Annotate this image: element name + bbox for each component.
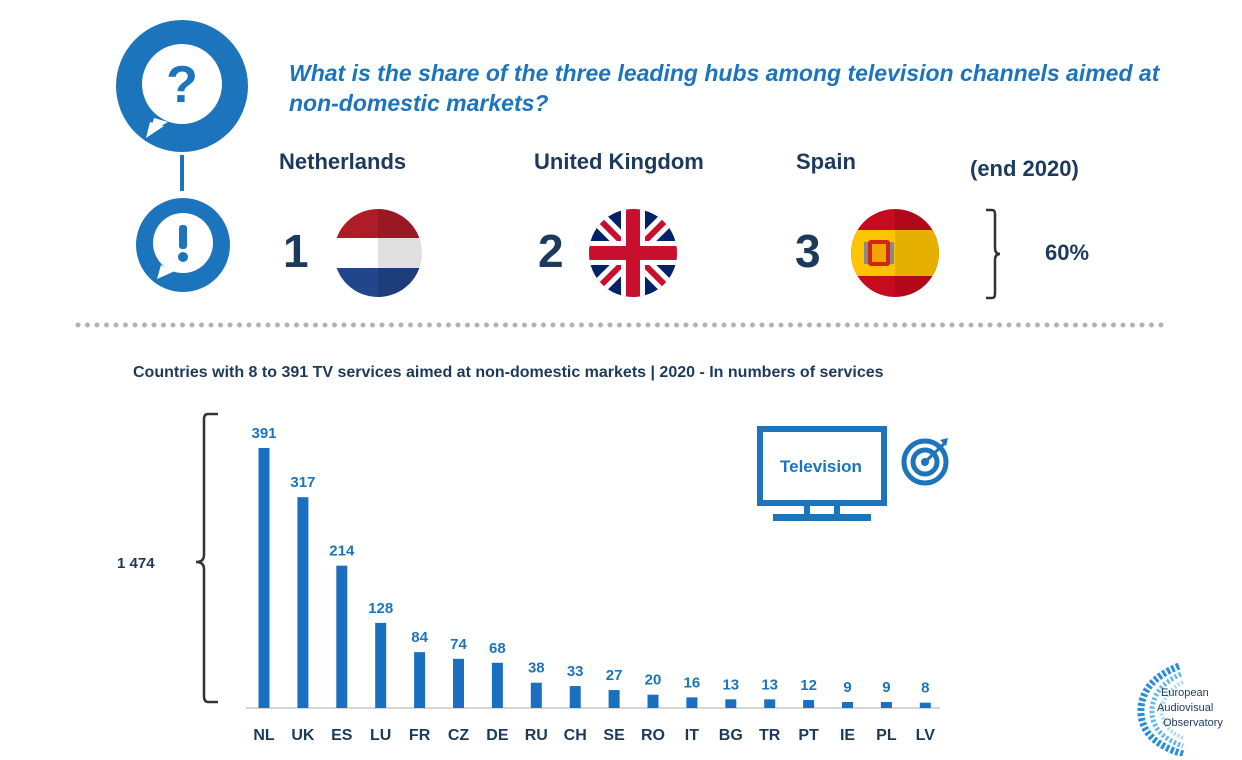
bar-fr bbox=[414, 652, 426, 708]
category-label-bg: BG bbox=[719, 727, 743, 744]
category-label-ch: CH bbox=[564, 727, 587, 744]
bar-pl bbox=[880, 702, 892, 708]
leader-country-2: United Kingdom bbox=[534, 149, 704, 174]
category-label-it: IT bbox=[685, 727, 699, 744]
value-label-de: 68 bbox=[489, 640, 506, 657]
bar-tr bbox=[764, 699, 776, 708]
eao-logo-text: European Audiovisual Observatory bbox=[1157, 686, 1223, 731]
value-label-cz: 74 bbox=[450, 636, 467, 653]
value-label-ro: 20 bbox=[645, 672, 662, 689]
uk-flag-icon bbox=[589, 209, 677, 297]
exclamation-bubble-icon bbox=[136, 198, 230, 292]
value-label-ie: 9 bbox=[843, 679, 851, 696]
category-label-tr: TR bbox=[759, 727, 781, 744]
category-label-ru: RU bbox=[525, 727, 548, 744]
svg-text:?: ? bbox=[166, 56, 198, 114]
value-label-pl: 9 bbox=[882, 679, 890, 696]
value-label-ch: 33 bbox=[567, 663, 584, 680]
category-label-de: DE bbox=[486, 727, 509, 744]
group-bracket bbox=[986, 208, 1001, 300]
bar-it bbox=[686, 697, 698, 708]
eao-logo-line: Audiovisual bbox=[1157, 702, 1214, 714]
value-label-se: 27 bbox=[606, 667, 623, 684]
value-label-tr: 13 bbox=[761, 676, 778, 693]
bar-ro bbox=[647, 694, 659, 708]
total-bracket bbox=[195, 412, 218, 704]
category-label-lv: LV bbox=[916, 727, 936, 744]
bar-se bbox=[608, 690, 620, 708]
value-label-pt: 12 bbox=[800, 677, 817, 694]
bar-chart: 391NL317UK214ES128LU84FR74CZ68DE38RU33CH… bbox=[195, 412, 940, 744]
category-label-nl: NL bbox=[253, 727, 275, 744]
bar-ie bbox=[842, 702, 853, 708]
netherlands-flag-icon bbox=[334, 209, 422, 297]
bar-de bbox=[491, 662, 503, 708]
leader-rank-1: 1 bbox=[283, 225, 309, 277]
category-label-uk: UK bbox=[291, 727, 315, 744]
question-text: What is the share of the three leading h… bbox=[289, 60, 1160, 116]
bar-nl bbox=[258, 448, 270, 708]
category-label-fr: FR bbox=[409, 727, 431, 744]
value-label-es: 214 bbox=[329, 543, 355, 560]
television-stand bbox=[804, 505, 810, 515]
leader-country-1: Netherlands bbox=[279, 149, 407, 174]
bar-es bbox=[336, 565, 348, 708]
category-label-se: SE bbox=[603, 727, 625, 744]
category-label-ie: IE bbox=[840, 727, 855, 744]
value-label-ru: 38 bbox=[528, 660, 545, 677]
dotted-divider bbox=[75, 322, 1166, 328]
television-icon bbox=[757, 426, 887, 506]
category-label-pt: PT bbox=[798, 727, 819, 744]
television-stand bbox=[773, 514, 871, 521]
question-bubble-icon: ? bbox=[116, 20, 248, 152]
target-icon bbox=[901, 438, 949, 486]
bar-uk bbox=[297, 497, 309, 708]
category-label-es: ES bbox=[331, 727, 353, 744]
eao-logo-line: European bbox=[1161, 687, 1209, 699]
value-label-lv: 8 bbox=[921, 680, 929, 697]
bar-cz bbox=[453, 658, 464, 708]
eao-logo-icon bbox=[1137, 662, 1185, 756]
chart-title: Countries with 8 to 391 TV services aime… bbox=[133, 364, 884, 381]
value-label-bg: 13 bbox=[722, 676, 739, 693]
bar-ru bbox=[530, 682, 542, 708]
value-label-it: 16 bbox=[684, 674, 701, 691]
bar-lu bbox=[375, 622, 387, 708]
leader-rank-2: 2 bbox=[538, 225, 564, 277]
share-value: 60% bbox=[1045, 240, 1090, 265]
television-label: Television bbox=[780, 457, 862, 476]
leader-country-3: Spain bbox=[796, 149, 856, 174]
bar-bg bbox=[725, 699, 737, 708]
value-label-fr: 84 bbox=[411, 629, 428, 646]
eao-logo-line: Observatory bbox=[1163, 717, 1223, 729]
value-label-lu: 128 bbox=[368, 600, 393, 617]
connector-line bbox=[180, 155, 184, 191]
bar-pt bbox=[803, 700, 815, 708]
category-label-lu: LU bbox=[370, 727, 391, 744]
category-label-ro: RO bbox=[641, 727, 665, 744]
leader-rank-3: 3 bbox=[795, 225, 821, 277]
value-label-nl: 391 bbox=[251, 425, 276, 442]
category-label-cz: CZ bbox=[448, 727, 470, 744]
value-label-uk: 317 bbox=[290, 474, 315, 491]
period-label: (end 2020) bbox=[970, 156, 1079, 181]
total-label: 1 474 bbox=[117, 555, 155, 572]
bar-lv bbox=[919, 702, 931, 708]
television-stand bbox=[834, 505, 840, 515]
category-label-pl: PL bbox=[876, 727, 897, 744]
spain-flag-icon bbox=[851, 209, 939, 297]
bar-ch bbox=[569, 686, 581, 708]
